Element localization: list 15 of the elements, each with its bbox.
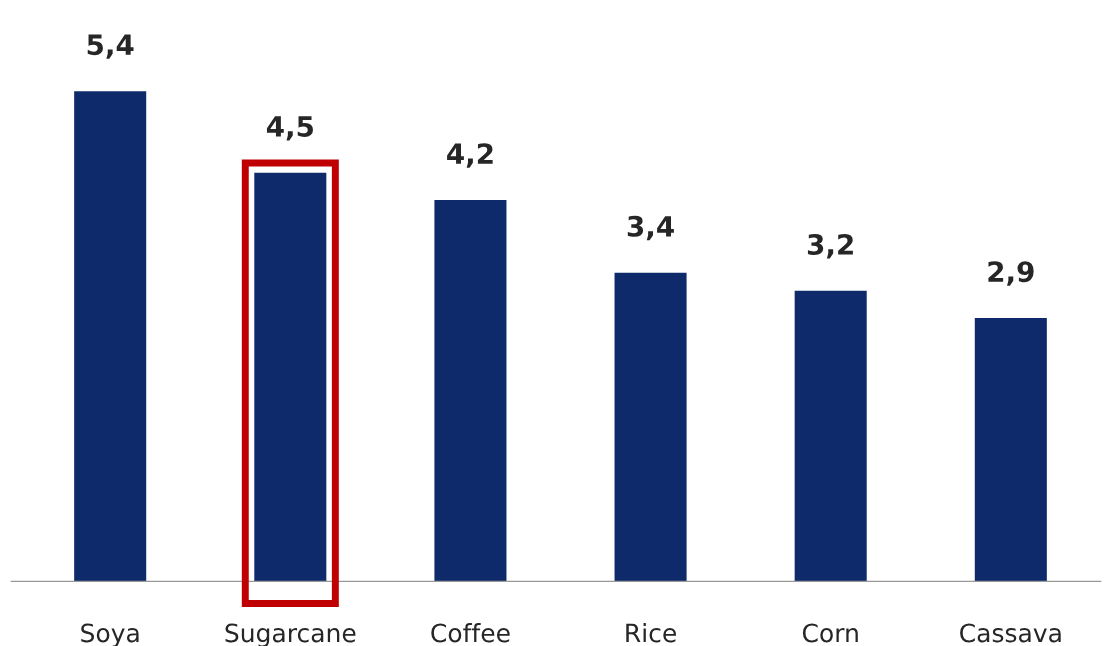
x-tick-label: Rice [626, 623, 676, 643]
bar [74, 91, 147, 582]
data-label: 3,4 [627, 215, 674, 241]
data-label: 4,5 [266, 116, 313, 141]
bar [974, 318, 1047, 582]
data-label: 2,9 [988, 261, 1034, 286]
data-label: 3,2 [807, 233, 853, 259]
bar [614, 272, 687, 582]
x-tick-label: Coffee [431, 623, 510, 643]
data-label: 4,2 [447, 143, 493, 168]
bar [434, 200, 507, 582]
x-tick-label: Cassava [960, 623, 1061, 643]
bar [794, 290, 867, 582]
x-tick-label: Corn [802, 623, 858, 643]
data-label: 5,4 [87, 34, 134, 59]
